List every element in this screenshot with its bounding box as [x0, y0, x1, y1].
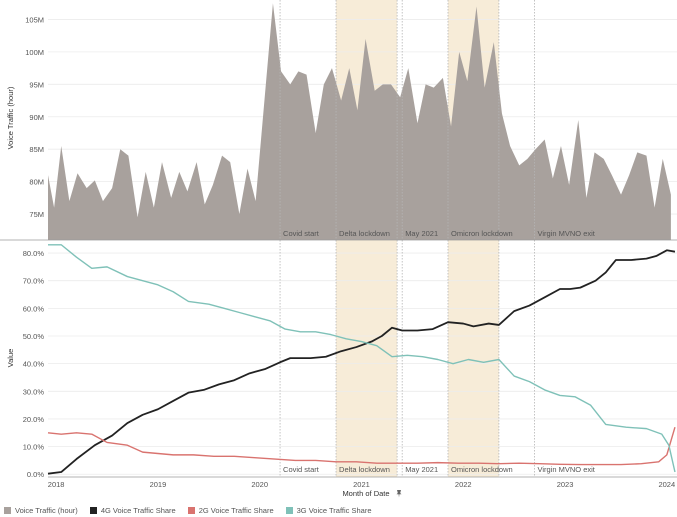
bottom-y-tick-label: 20.0% — [23, 415, 45, 424]
annotation-label: May 2021 — [405, 465, 438, 474]
top-y-tick-label: 85M — [29, 145, 44, 154]
annotation-label: Covid start — [283, 465, 320, 474]
legend: Voice Traffic (hour) 4G Voice Traffic Sh… — [4, 504, 384, 516]
legend-label: 4G Voice Traffic Share — [100, 505, 176, 515]
chart: 75M 80M 85M 90M 95M 100M 105M 0.0% 10.0% 20.0% 30… — [0, 0, 677, 498]
bottom-y-tick-label: 80.0% — [23, 249, 45, 258]
2g-share-line — [47, 427, 676, 466]
bottom-y-tick-label: 50.0% — [23, 332, 45, 341]
top-y-tick-label: 75M — [29, 210, 44, 219]
bottom-y-tick-label: 40.0% — [23, 360, 45, 369]
pin-icon[interactable] — [396, 490, 402, 498]
annotation-label: Virgin MVNO exit — [538, 229, 596, 238]
gridlines — [48, 19, 677, 475]
bottom-y-tick-label: 70.0% — [23, 277, 45, 286]
4g-share-line — [47, 249, 676, 475]
legend-label: 3G Voice Traffic Share — [296, 505, 372, 515]
top-y-tick-label: 100M — [25, 48, 44, 57]
legend-item-voice-traffic[interactable]: Voice Traffic (hour) — [4, 506, 78, 515]
legend-item-2g-share[interactable]: 2G Voice Traffic Share — [187, 505, 274, 515]
bottom-y-axis-title: Value — [6, 349, 15, 368]
legend-label: Voice Traffic (hour) — [15, 505, 78, 515]
top-y-tick-label: 80M — [29, 178, 44, 187]
legend-swatch — [187, 506, 195, 514]
annotation-label: Delta lockdown — [339, 229, 390, 238]
annotation-label: Covid start — [283, 229, 320, 238]
voice-traffic-area — [48, 3, 671, 241]
bottom-y-tick-label: 60.0% — [23, 304, 45, 313]
annotation-label: May 2021 — [405, 229, 438, 238]
x-axis-title-text: Month of Date — [342, 489, 389, 498]
x-tick-label: 2018 — [48, 480, 65, 489]
top-y-ticks: 75M 80M 85M 90M 95M 100M 105M — [25, 15, 44, 219]
bottom-y-ticks: 0.0% 10.0% 20.0% 30.0% 40.0% 50.0% 60.0% 70.0% 8… — [23, 249, 45, 479]
x-ticks: 2018 2019 2020 2021 2022 2023 2024 — [48, 480, 675, 489]
legend-label: 2G Voice Traffic Share — [198, 505, 274, 515]
x-axis-title: Month of Date — [342, 489, 389, 498]
legend-item-4g-share[interactable]: 4G Voice Traffic Share — [89, 505, 176, 515]
voice-traffic-series — [48, 3, 671, 241]
3g-share-line — [48, 244, 676, 473]
top-y-tick-label: 105M — [25, 15, 44, 24]
legend-swatch — [285, 506, 293, 514]
bottom-annotation-labels: Covid start Delta lockdown May 2021 Omicron… — [283, 465, 596, 474]
bottom-y-tick-label: 10.0% — [23, 443, 45, 452]
annotation-label: Virgin MVNO exit — [538, 465, 596, 474]
x-tick-label: 2020 — [251, 480, 268, 489]
share-lines — [47, 244, 676, 475]
top-y-tick-label: 95M — [29, 80, 44, 89]
x-tick-label: 2024 — [658, 480, 675, 489]
x-tick-label: 2022 — [455, 480, 472, 489]
top-y-tick-label: 90M — [29, 113, 44, 122]
top-annotation-labels: Covid start Delta lockdown May 2021 Omicron… — [283, 229, 596, 238]
legend-swatch — [4, 506, 11, 514]
bottom-y-tick-label: 0.0% — [27, 470, 44, 479]
x-tick-label: 2021 — [353, 480, 370, 489]
annotation-label: Omicron lockdown — [451, 465, 513, 474]
legend-item-3g-share[interactable]: 3G Voice Traffic Share — [285, 505, 372, 515]
x-tick-label: 2023 — [557, 480, 574, 489]
top-y-axis-title: Voice Traffic (hour) — [6, 86, 15, 149]
annotation-label: Omicron lockdown — [451, 229, 513, 238]
annotation-label: Delta lockdown — [339, 465, 390, 474]
bottom-y-tick-label: 30.0% — [23, 387, 45, 396]
x-tick-label: 2019 — [150, 480, 167, 489]
legend-swatch — [89, 506, 97, 514]
